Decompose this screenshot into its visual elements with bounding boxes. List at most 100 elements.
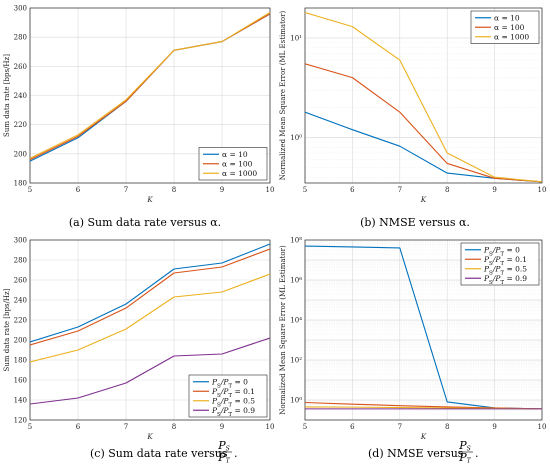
x-tick-label: 9 xyxy=(492,423,496,431)
x-tick-label: 7 xyxy=(124,423,128,431)
series-line-3 xyxy=(30,11,270,159)
caption-c-text: (c) Sum data rate versus xyxy=(90,447,228,460)
y-tick-label: 10⁶ xyxy=(290,277,302,285)
series-line-4 xyxy=(30,337,270,405)
y-tick-label: 10² xyxy=(290,357,302,365)
y-tick-label: 200 xyxy=(14,150,27,158)
caption-c-fraction: PS PT . xyxy=(217,439,238,465)
svg-text:.: . xyxy=(234,447,238,460)
series-line-1 xyxy=(30,243,270,343)
y-tick-label: 10⁰ xyxy=(290,397,302,405)
x-tick-label: 6 xyxy=(350,186,355,194)
svg-text:PT: PT xyxy=(458,451,471,465)
series-line-2 xyxy=(305,63,542,183)
x-tick-label: 10 xyxy=(538,186,547,194)
x-axis-label: K xyxy=(146,196,153,204)
x-tick-label: 9 xyxy=(220,423,224,431)
x-tick-label: 10 xyxy=(266,186,275,194)
grid xyxy=(29,7,271,184)
x-tick-label: 6 xyxy=(76,423,81,431)
x-tick-label: 5 xyxy=(28,186,32,194)
x-tick-label: 8 xyxy=(172,186,176,194)
x-tick-label: 7 xyxy=(398,186,402,194)
y-tick-label: 10⁴ xyxy=(290,317,302,325)
legend-label: α = 100 xyxy=(222,159,253,168)
x-tick-label: 7 xyxy=(398,423,402,431)
caption-d-text: (d) NMSE versus xyxy=(368,447,464,460)
caption-a: (a) Sum data rate versus α. xyxy=(69,216,221,229)
y-tick-label: 220 xyxy=(14,317,27,325)
y-tick-label: 140 xyxy=(14,397,27,405)
caption-d-fraction: PS PT . xyxy=(458,439,479,465)
x-tick-label: 9 xyxy=(220,186,224,194)
y-tick-label: 10¹ xyxy=(290,34,302,42)
y-axis-label: Sum data rate [bps/Hz] xyxy=(3,54,11,137)
x-tick-label: 8 xyxy=(445,186,449,194)
chart-a: 5 6 7 8 9 10 180 200 220 240 260 280 300 K Sum data ra… xyxy=(3,5,274,205)
series-group xyxy=(30,11,270,162)
caption-d: (d) NMSE versus PS PT . xyxy=(368,439,479,465)
x-tick-label: 5 xyxy=(303,423,307,431)
chart-c: 5 6 7 8 9 10 120 140 160 180 200 220 240 260 280 300 K Su… xyxy=(3,237,274,442)
y-tick-label: 300 xyxy=(14,5,27,13)
y-tick-label: 180 xyxy=(14,180,27,188)
caption-b: (b) NMSE versus α. xyxy=(360,216,470,229)
legend-label: α = 100 xyxy=(494,23,525,32)
legend-label: α = 1000 xyxy=(222,169,257,178)
x-axis-label: K xyxy=(146,433,153,441)
legend-label: PS/PT = 0 xyxy=(483,245,520,257)
y-tick-label: 220 xyxy=(14,121,27,129)
legend-label: PS/PT = 0 xyxy=(211,377,248,389)
x-tick-label: 10 xyxy=(538,423,547,431)
chart-b: 5 6 7 8 9 10 10⁰ 10¹ K Normalized Mean Square Err… xyxy=(279,7,547,204)
caption-c: (c) Sum data rate versus PS PT . xyxy=(90,439,238,465)
legend-label: α = 10 xyxy=(222,150,248,159)
x-axis-label: K xyxy=(420,433,427,441)
series-line-3 xyxy=(30,273,270,363)
y-tick-label: 260 xyxy=(14,277,27,285)
series-group xyxy=(30,243,270,405)
legend-label: PS/PT = 0.1 xyxy=(211,387,255,399)
y-tick-label: 120 xyxy=(14,417,27,425)
axes-frame xyxy=(304,7,543,184)
y-tick-label: 240 xyxy=(14,297,27,305)
axes-frame xyxy=(29,7,271,184)
x-tick-label: 6 xyxy=(76,186,81,194)
legend-label: PS/PT = 0.9 xyxy=(483,274,527,286)
legend: PS/PT = 0PS/PT = 0.1PS/PT = 0.5PS/PT = 0… xyxy=(460,242,540,286)
y-axis-label: Sum data rate [bps/Hz] xyxy=(3,288,11,371)
y-tick-label: 10⁰ xyxy=(290,134,302,142)
chart-d: 5 6 7 8 9 10 10⁰ 10² 10⁴ 10⁶ 10⁸ K Normalized Mean S… xyxy=(279,237,546,442)
legend-label: PS/PT = 0.9 xyxy=(211,406,255,418)
x-tick-label: 10 xyxy=(266,423,275,431)
axes-frame xyxy=(304,239,543,421)
y-tick-label: 240 xyxy=(14,92,27,100)
grid xyxy=(304,7,543,183)
x-tick-label: 6 xyxy=(350,423,355,431)
x-tick-label: 8 xyxy=(445,423,449,431)
svg-text:PT: PT xyxy=(217,451,230,465)
legend-label: PS/PT = 0.1 xyxy=(483,255,527,267)
x-tick-label: 5 xyxy=(28,423,32,431)
x-axis-label: K xyxy=(420,196,427,204)
y-tick-label: 260 xyxy=(14,63,27,71)
y-tick-label: 300 xyxy=(14,237,27,245)
svg-text:.: . xyxy=(475,447,479,460)
y-tick-label: 160 xyxy=(14,377,27,385)
legend-label: α = 10 xyxy=(494,13,520,22)
y-axis-label: Normalized Mean Square Error (ML Estimat… xyxy=(279,11,287,181)
y-tick-label: 200 xyxy=(14,337,27,345)
series-group xyxy=(305,245,542,410)
legend-label: α = 1000 xyxy=(494,32,529,41)
legend-label: PS/PT = 0.5 xyxy=(483,264,527,276)
x-tick-label: 7 xyxy=(124,186,128,194)
legend-label: PS/PT = 0.5 xyxy=(211,396,255,408)
x-tick-label: 5 xyxy=(303,186,307,194)
y-tick-label: 180 xyxy=(14,357,27,365)
x-tick-label: 8 xyxy=(172,423,176,431)
legend: PS/PT = 0PS/PT = 0.1PS/PT = 0.5PS/PT = 0… xyxy=(188,374,268,418)
y-tick-label: 10⁸ xyxy=(290,237,302,245)
